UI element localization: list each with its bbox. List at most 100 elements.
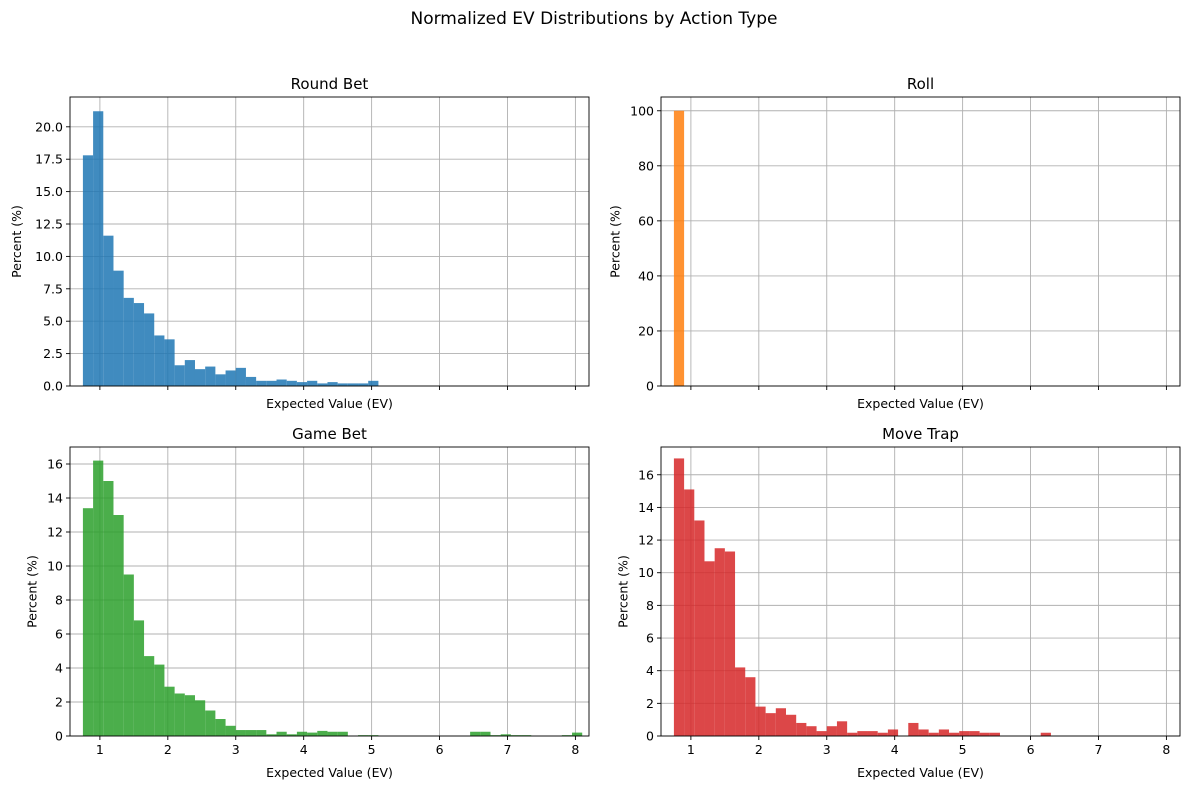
histogram-bar	[989, 732, 1000, 736]
panel-round-bet: 0.0 2.5 5.0 7.5 10.0 12.5 15.0 17.5 20.0 Round Be…	[9, 75, 590, 411]
y-tick-label: 40	[638, 268, 654, 283]
histogram-bar	[337, 383, 348, 386]
axes-frame	[660, 446, 1181, 737]
y-tick-label: 100	[630, 103, 654, 118]
histogram-bar	[368, 380, 379, 386]
y-tick-label: 2	[646, 696, 654, 711]
histogram-bar	[928, 732, 939, 736]
y-tick-label: 0	[55, 729, 63, 744]
x-tick-label: 3	[232, 742, 240, 757]
y-tick-label: 2.5	[43, 346, 63, 361]
x-tick-label: 1	[96, 742, 104, 757]
x-tick-label: 7	[504, 742, 512, 757]
y-tick-label: 15.0	[35, 184, 63, 199]
y-axis-label: Percent (%)	[9, 205, 24, 278]
histogram-bar	[103, 481, 114, 736]
histogram-bar	[785, 714, 797, 736]
histogram-bar	[358, 383, 369, 386]
y-tick-label: 0.0	[43, 379, 63, 394]
histogram-bar	[194, 369, 206, 386]
histogram-bar	[194, 700, 206, 736]
histogram-bar	[867, 731, 878, 736]
y-tick-label: 10.0	[35, 249, 63, 264]
histogram-bar	[174, 365, 185, 386]
x-tick-label: 8	[571, 742, 579, 757]
x-tick-label: 6	[436, 742, 444, 757]
x-tick-label: 5	[959, 742, 967, 757]
histogram-bar	[266, 734, 277, 736]
y-tick-label: 20.0	[35, 119, 63, 134]
histogram-bar	[215, 374, 226, 386]
histogram-bar	[215, 719, 226, 736]
histogram-bar	[735, 667, 746, 736]
histogram-bar	[123, 297, 134, 386]
histogram-bar	[235, 730, 246, 736]
histogram-bar	[245, 730, 257, 736]
y-axis-label: Percent (%)	[608, 205, 623, 278]
histogram-bar	[908, 722, 919, 736]
histogram-bar	[969, 731, 980, 736]
histogram-bar	[286, 380, 297, 386]
histogram-bar	[704, 561, 715, 736]
histogram-bar	[877, 732, 888, 736]
histogram-bar	[918, 729, 929, 736]
x-tick-label: 8	[1162, 742, 1170, 757]
axes-frame	[69, 96, 590, 387]
histogram-bar	[235, 367, 246, 386]
histogram-bar	[317, 383, 328, 386]
histogram-bar	[347, 383, 359, 386]
histogram-bar	[184, 695, 195, 736]
histogram-bar	[296, 731, 308, 736]
histogram-bar	[296, 382, 308, 386]
panel-title-round-bet: Round Bet	[291, 75, 369, 93]
x-tick-label: 5	[368, 742, 376, 757]
histogram-bar	[572, 732, 583, 736]
histogram-bar	[144, 656, 155, 736]
histogram-bar	[205, 710, 216, 736]
y-axis-label: Percent (%)	[24, 555, 39, 628]
y-axis-label: Percent (%)	[615, 555, 630, 628]
histogram-bar	[164, 339, 175, 386]
histogram-bar	[245, 376, 257, 386]
histogram-bar	[154, 664, 165, 736]
histogram-bar	[1040, 732, 1051, 736]
y-tick-label: 12.5	[35, 217, 63, 232]
x-tick-label: 3	[823, 742, 831, 757]
y-tick-label: 8	[646, 598, 654, 613]
x-tick-label: 2	[164, 742, 172, 757]
x-axis-label: Expected Value (EV)	[857, 396, 984, 411]
y-tick-label: 16	[638, 467, 654, 482]
y-tick-label: 4	[55, 661, 63, 676]
x-axis-label: Expected Value (EV)	[266, 396, 393, 411]
y-tick-label: 10	[47, 559, 63, 574]
histogram-bar	[949, 732, 960, 736]
histogram-bar	[470, 731, 481, 736]
y-tick-label: 17.5	[35, 152, 63, 167]
histogram-bar	[307, 380, 318, 386]
figure-title: Normalized EV Distributions by Action Ty…	[411, 9, 778, 29]
histogram-bar	[714, 548, 725, 736]
panel-title-move-trap: Move Trap	[882, 425, 959, 443]
y-tick-label: 8	[55, 593, 63, 608]
histogram-bar	[93, 111, 104, 386]
y-tick-label: 4	[646, 663, 654, 678]
histogram-bar	[806, 726, 817, 736]
histogram-bar	[266, 380, 277, 386]
x-tick-label: 1	[687, 742, 695, 757]
histogram-bar	[82, 155, 94, 386]
histogram-bar	[684, 489, 695, 736]
histogram-bar	[225, 725, 236, 736]
y-tick-label: 0	[646, 379, 654, 394]
histogram-bar	[775, 708, 786, 736]
histogram-bar	[133, 303, 145, 386]
histogram-bar	[796, 722, 807, 736]
x-tick-label: 4	[300, 742, 308, 757]
histogram-bar	[673, 110, 685, 386]
histogram-bar	[256, 380, 267, 386]
histogram-bar	[480, 731, 491, 736]
histogram-bar	[857, 731, 868, 736]
panel-roll: 0 20 40 60 80 100 Roll Expected Value (EV) Perce…	[608, 75, 1181, 411]
y-tick-label: 5.0	[43, 314, 63, 329]
